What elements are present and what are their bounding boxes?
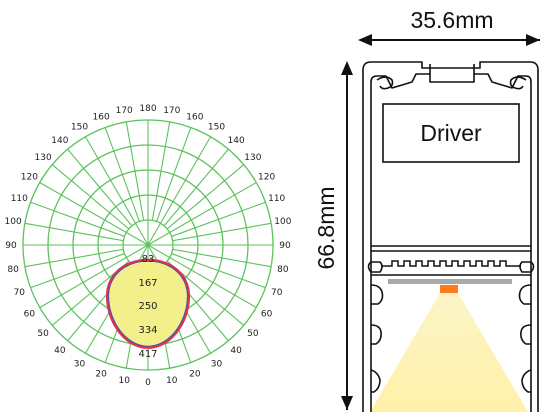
angle-label-70: 70: [14, 288, 26, 298]
angle-label-150: 150: [71, 122, 88, 132]
value-label-83: 83: [142, 254, 155, 265]
led-board: [388, 279, 512, 284]
value-label-417: 417: [138, 349, 157, 360]
angle-label-160: 160: [93, 112, 110, 122]
intensity-fill: [107, 259, 189, 348]
width-dimension: 35.6mm: [358, 7, 540, 46]
grid-spoke: [147, 136, 211, 246]
grid-spoke: [51, 164, 130, 230]
angle-label-100: 100: [274, 217, 291, 227]
value-label-167: 167: [138, 278, 157, 289]
angle-label-100: 100: [5, 217, 22, 227]
driver-box: [382, 103, 520, 163]
angle-label-40: 40: [230, 346, 242, 356]
height-label: 66.8mm: [313, 186, 339, 269]
profile-section: 35.6mm 66.8mm: [313, 7, 540, 412]
polar-curves: [105, 258, 191, 349]
grid-spoke: [147, 244, 257, 308]
value-label-250: 250: [138, 301, 157, 312]
angle-label-70: 70: [271, 288, 283, 298]
angle-label-90: 90: [5, 241, 17, 251]
angle-label-170: 170: [163, 106, 180, 116]
grid-spoke: [24, 222, 124, 242]
angle-label-0: 0: [145, 378, 151, 388]
angle-label-130: 130: [244, 153, 261, 163]
angle-label-30: 30: [74, 360, 86, 370]
angle-label-180: 180: [139, 104, 156, 114]
grid-spoke: [39, 182, 149, 246]
grid-spoke: [39, 244, 149, 308]
polar-value-labels: 83 167 250 334 417: [138, 254, 157, 360]
height-dimension: 66.8mm: [313, 61, 353, 410]
grid-spoke: [30, 253, 125, 289]
angle-label-120: 120: [258, 173, 275, 183]
grid-spoke: [172, 248, 272, 268]
led-heatsink: [381, 260, 521, 267]
angle-label-110: 110: [11, 194, 28, 204]
grid-spoke: [85, 136, 149, 246]
angle-label-10: 10: [118, 376, 130, 386]
angle-label-130: 130: [35, 153, 52, 163]
width-label: 35.6mm: [410, 7, 493, 33]
light-beam: [370, 293, 528, 412]
angle-label-60: 60: [261, 310, 273, 320]
grid-spoke: [171, 201, 266, 237]
grid-spoke: [67, 148, 133, 227]
angle-label-170: 170: [116, 106, 133, 116]
profile-housing: [362, 61, 539, 412]
grid-spoke: [156, 127, 192, 222]
polar-diagram: 83 167 250 334 417 180 170170160160150150…: [5, 104, 292, 388]
grid-spoke: [30, 201, 125, 237]
angle-label-140: 140: [228, 136, 245, 146]
angle-label-60: 60: [24, 310, 36, 320]
led-chip: [440, 285, 458, 293]
angle-label-110: 110: [268, 194, 285, 204]
angle-label-90: 90: [279, 241, 291, 251]
angle-label-80: 80: [7, 265, 19, 275]
angle-label-120: 120: [21, 173, 38, 183]
grid-spoke: [171, 253, 266, 289]
grid-spoke: [151, 121, 171, 221]
angle-label-80: 80: [277, 265, 289, 275]
angle-label-30: 30: [211, 360, 223, 370]
angle-label-40: 40: [54, 346, 66, 356]
angle-label-150: 150: [208, 122, 225, 132]
angle-label-20: 20: [189, 370, 201, 380]
grid-spoke: [172, 222, 272, 242]
angle-label-160: 160: [186, 112, 203, 122]
angle-label-20: 20: [95, 370, 107, 380]
driver-label: Driver: [420, 120, 482, 146]
grid-spoke: [125, 121, 145, 221]
angle-label-50: 50: [247, 329, 259, 339]
grid-spoke: [163, 148, 229, 227]
grid-spoke: [166, 164, 245, 230]
angle-label-10: 10: [166, 376, 178, 386]
intensity-curve-c0: [105, 258, 191, 349]
value-label-334: 334: [138, 325, 157, 336]
grid-spoke: [24, 248, 124, 268]
grid-spoke: [147, 182, 257, 246]
grid-spoke: [104, 127, 140, 222]
polar-angle-labels: 180 1701701601601501501401401301301201201…: [5, 104, 292, 388]
angle-label-140: 140: [51, 136, 68, 146]
angle-label-50: 50: [37, 329, 49, 339]
